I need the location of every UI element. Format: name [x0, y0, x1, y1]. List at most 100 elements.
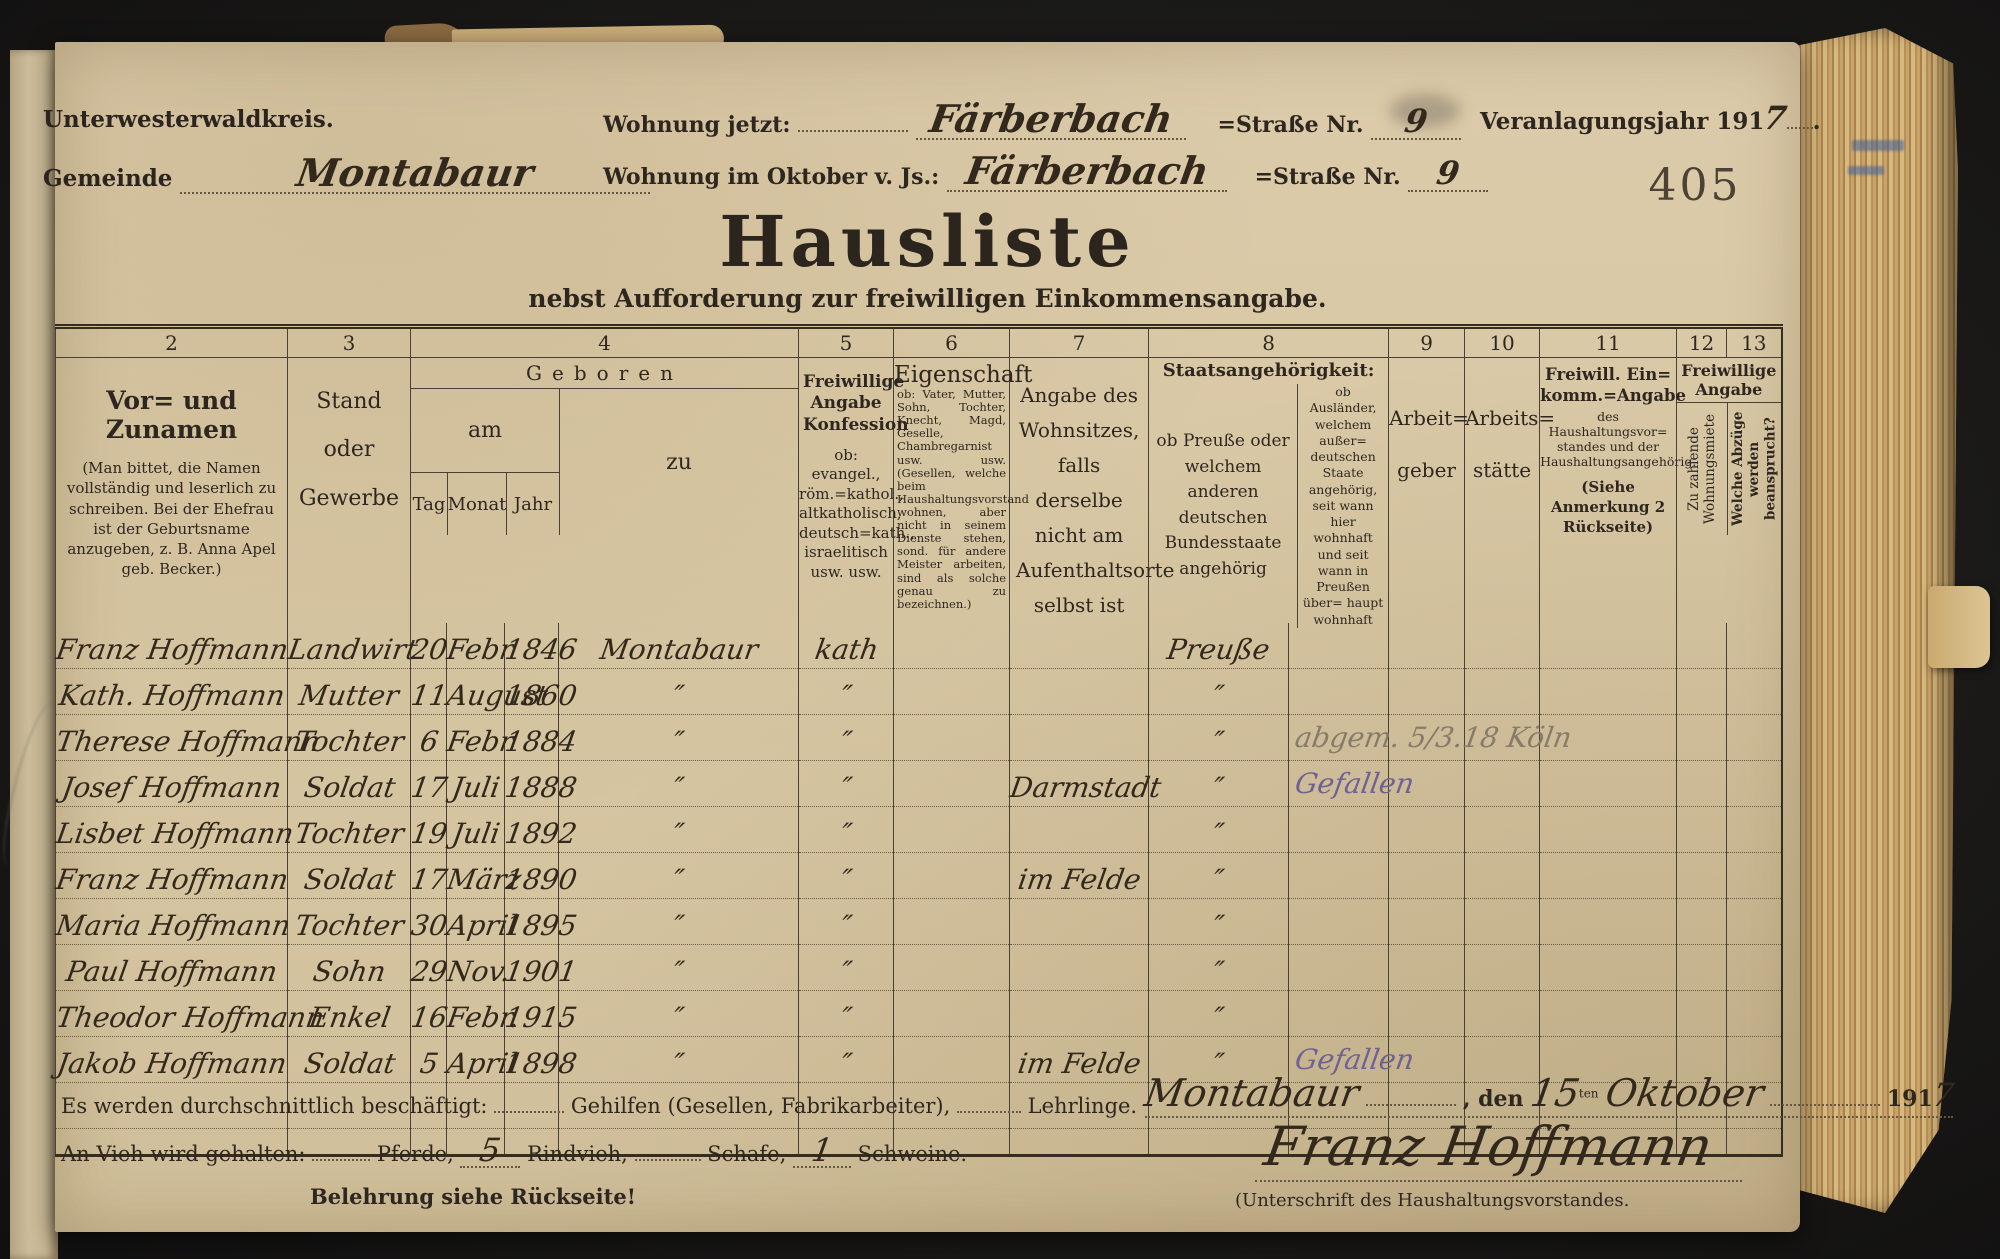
cell-staat-auslaender: [1288, 852, 1390, 899]
year-handwritten: 7: [1929, 1076, 1957, 1114]
schweine-fill: 1: [792, 1131, 851, 1169]
cell-staat-auslaender: [1288, 806, 1390, 853]
cell-staat: ″: [1148, 944, 1290, 991]
jahr-label: Jahr: [513, 493, 553, 515]
header-names: Vor= und Zunamen (Man bittet, die Namen …: [55, 357, 288, 623]
konfession-note: ob: evangel., röm.=kathol., altkatholisc…: [799, 445, 915, 581]
cell-arbeitsstaette: [1464, 623, 1541, 669]
form-title: Hausliste: [719, 200, 1136, 283]
form-subtitle: nebst Aufforderung zur freiwilligen Eink…: [528, 284, 1327, 313]
cell-miete: [1676, 990, 1728, 1037]
page-number: 405: [1648, 160, 1742, 211]
cell-eigenschaft: [893, 1036, 1011, 1083]
table-row: Jakob Hoffmann Soldat 5 April 1898 ″ ″ i…: [55, 1036, 1783, 1083]
cell-arbeitsstaette: [1464, 714, 1541, 761]
cell-arbeitsstaette: [1464, 1036, 1541, 1083]
cell-stand: Landwirt: [286, 623, 420, 669]
header-stand: Stand oder Gewerbe: [287, 357, 411, 623]
cell-staat: ″: [1148, 852, 1290, 899]
col-number: 4: [409, 326, 800, 358]
cell-empty: [1388, 1128, 1466, 1156]
cell-monat: April: [445, 1036, 519, 1083]
cell-wohnsitz: [1009, 990, 1150, 1037]
strasse-label: =Straße Nr.: [1217, 112, 1364, 138]
cell-eigenschaft: [893, 944, 1011, 991]
cell-einkommen: [1539, 668, 1678, 715]
cell-empty: [893, 1082, 1011, 1129]
cell-staat: ″: [1148, 898, 1290, 945]
cell-staat-auslaender: Gefallen: [1288, 760, 1417, 807]
cell-jahr: 1846: [503, 623, 579, 669]
arbeitgeber-label: Arbeit= geber: [1389, 406, 1469, 482]
cell-wohnsitz: [1009, 668, 1150, 715]
cell-arbeitgeber: [1388, 714, 1466, 761]
header-wohnsitz: Angabe des Wohnsitzes, falls derselbe ni…: [1009, 357, 1175, 623]
cell-staat-auslaender: [1288, 990, 1390, 1037]
cell-monat: Nov.: [445, 944, 513, 991]
eigenschaft-note: ob: Vater, Mutter, Sohn, Tochter, Knecht…: [897, 387, 1029, 611]
cell-tag: 6: [410, 714, 447, 761]
cell-jahr: 1860: [503, 668, 579, 715]
strasse-label: =Straße Nr.: [1254, 164, 1401, 190]
cell-monat: Febr: [445, 714, 516, 761]
konfession-title: Freiwillige Angabe Konfession: [803, 372, 909, 435]
cell-eigenschaft: [893, 714, 1011, 761]
cell-zu: ″: [557, 898, 800, 945]
gehilfen-label: Gehilfen (Gesellen, Fabrikarbeiter),: [570, 1094, 951, 1118]
dotted-leader: [798, 114, 909, 132]
cell-stand: Soldat: [287, 1036, 411, 1083]
cell-einkommen: [1539, 990, 1678, 1037]
strasse-nr-value: 9: [1434, 154, 1463, 192]
wohnung-oktober-row: Wohnung im Oktober v. Js.: Färberbach =S…: [603, 148, 1489, 193]
cell-arbeitgeber: [1388, 623, 1466, 669]
cell-jahr: 1890: [503, 852, 579, 899]
cell-eigenschaft: [893, 623, 1011, 669]
schweine-label: Schweine.: [857, 1142, 968, 1166]
cell-staat: ″: [1148, 760, 1290, 807]
col-number: 13: [1726, 326, 1783, 358]
table-row: Therese Hoffmann Tochter 6 Febr 1884 ″ ″…: [54, 714, 1783, 761]
names-note: (Man bittet, die Namen vollständig und l…: [66, 459, 277, 579]
period: .: [1812, 108, 1821, 135]
rindvieh-label: Rindvieh,: [527, 1142, 628, 1166]
cell-konfession: ″: [798, 990, 895, 1037]
staat-auslaender-label: ob Ausländer, welchem außer= deutschen S…: [1302, 384, 1384, 627]
header-freiwillige-angabe: Freiwillige Angabe Zu zahlende Wohnungsm…: [1676, 357, 1783, 623]
rindvieh-value: 5: [477, 1131, 504, 1169]
cell-arbeitsstaette: [1464, 760, 1541, 807]
header-konfession: Freiwillige Angabe Konfession ob: evange…: [798, 357, 915, 623]
cell-konfession: ″: [798, 944, 895, 991]
cell-miete: [1676, 898, 1728, 945]
place-date-line: Montabaur , den 15ten Oktober 1917: [1142, 1071, 1957, 1118]
col-number: 12: [1676, 326, 1728, 358]
col-number: 7: [1009, 326, 1150, 358]
header-eigenschaft: Eigenschaft ob: Vater, Mutter, Sohn, Toc…: [893, 357, 1032, 623]
cell-monat: Juli: [446, 760, 505, 807]
cell-empty: [1539, 1128, 1678, 1156]
pferde-label: Pferde,: [376, 1142, 454, 1166]
abzuege-vertical-text: Welche Abzüge werden beansprucht?: [1730, 411, 1779, 527]
col-number: 2: [55, 326, 288, 358]
rindvieh-fill: 5: [460, 1131, 521, 1169]
cell-name: Lisbet Hoffmann: [54, 806, 296, 853]
cell-arbeitgeber: [1388, 990, 1466, 1037]
ink-smudge: [1390, 94, 1460, 128]
cell-empty: [1148, 1128, 1290, 1156]
cell-miete: [1676, 623, 1728, 669]
am-label: am: [468, 418, 502, 443]
day-value: 15: [1527, 1071, 1583, 1115]
table-row: Josef Hoffmann Soldat 17 Juli 1888 ″ ″ D…: [55, 760, 1783, 807]
cell-empty: [55, 1082, 288, 1129]
cell-zu: Montabaur: [557, 623, 800, 669]
cell-arbeitgeber: [1388, 806, 1466, 853]
beschaeftigt-prefix: Es werden durchschnittlich beschäftigt:: [61, 1094, 488, 1118]
cell-miete: [1676, 668, 1728, 715]
cell-stand: Tochter: [287, 898, 411, 945]
cell-jahr: 1901: [503, 944, 579, 991]
cell-tag: 19: [409, 806, 450, 853]
cell-tag: 29: [409, 944, 450, 991]
cell-miete: [1676, 1036, 1728, 1083]
month-value: Oktober: [1602, 1071, 1767, 1115]
cell-abzuege: [1726, 852, 1783, 899]
cell-name: Kath. Hoffmann: [55, 668, 288, 715]
